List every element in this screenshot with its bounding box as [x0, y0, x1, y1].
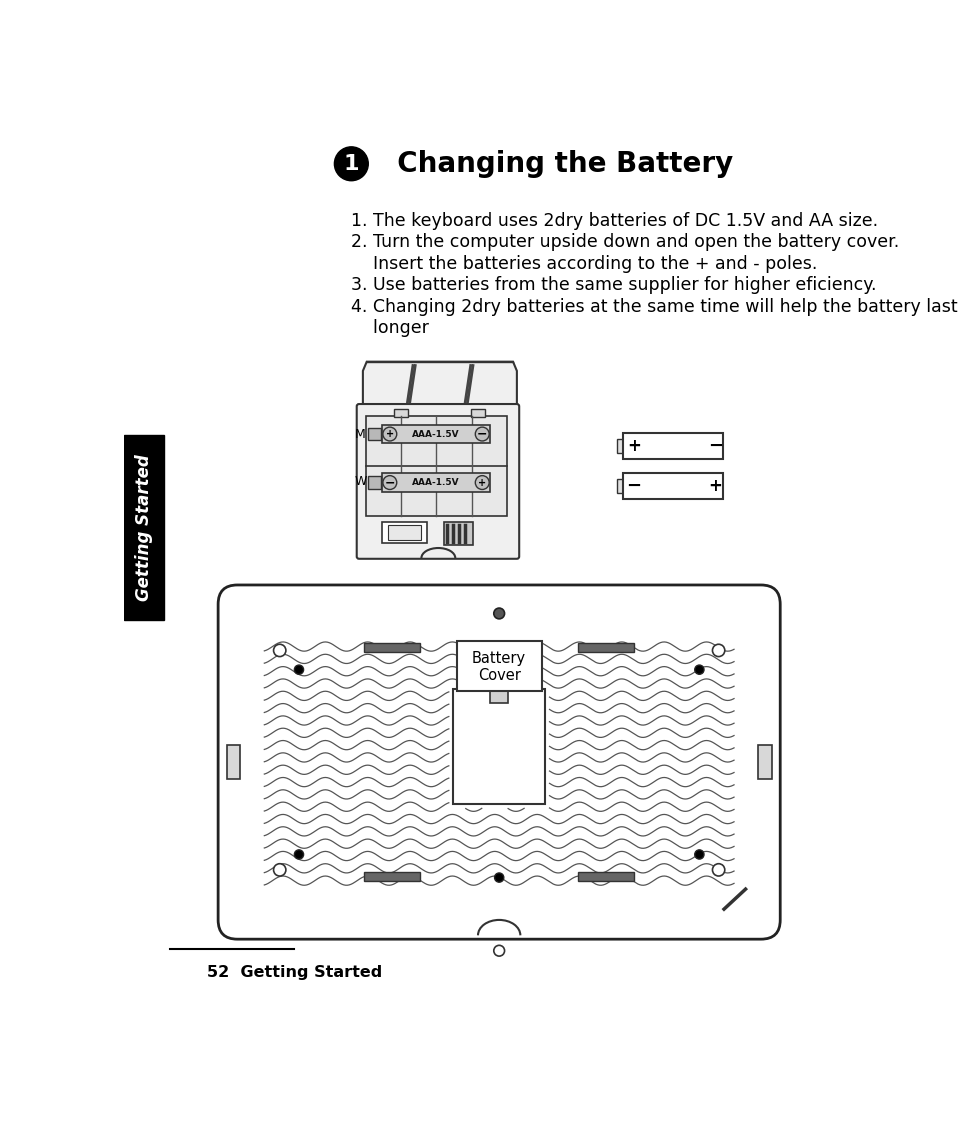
- Text: 1: 1: [344, 154, 359, 174]
- Circle shape: [495, 873, 504, 882]
- Bar: [382, 473, 490, 492]
- Text: −: −: [477, 427, 487, 441]
- Bar: [382, 425, 490, 443]
- Bar: [617, 479, 623, 492]
- Circle shape: [475, 475, 489, 490]
- Bar: [470, 409, 484, 417]
- Circle shape: [334, 147, 368, 180]
- Text: Battery: Battery: [472, 650, 526, 666]
- Bar: [364, 642, 420, 652]
- Bar: [125, 435, 165, 620]
- Text: M: M: [356, 427, 366, 441]
- Text: −: −: [385, 476, 395, 489]
- Bar: [453, 689, 545, 805]
- Bar: [623, 473, 724, 499]
- Text: −: −: [708, 436, 723, 455]
- Bar: [366, 416, 506, 516]
- Text: AAA-1.5V: AAA-1.5V: [412, 429, 460, 438]
- Bar: [389, 525, 421, 540]
- Bar: [579, 872, 634, 881]
- Text: +: +: [627, 436, 641, 455]
- Text: 52  Getting Started: 52 Getting Started: [206, 964, 382, 980]
- Text: +: +: [478, 478, 486, 488]
- Text: +: +: [709, 476, 723, 494]
- Circle shape: [694, 665, 704, 675]
- Text: 4. Changing 2dry batteries at the same time will help the battery last: 4. Changing 2dry batteries at the same t…: [352, 298, 958, 316]
- Text: W: W: [355, 474, 367, 488]
- Circle shape: [383, 475, 396, 490]
- FancyBboxPatch shape: [356, 404, 519, 558]
- Text: AAA-1.5V: AAA-1.5V: [412, 478, 460, 487]
- Text: 1. The keyboard uses 2dry batteries of DC 1.5V and AA size.: 1. The keyboard uses 2dry batteries of D…: [352, 212, 879, 230]
- Text: +: +: [386, 429, 393, 439]
- Text: longer: longer: [352, 319, 430, 337]
- Circle shape: [294, 850, 304, 859]
- Text: 2. Turn the computer upside down and open the battery cover.: 2. Turn the computer upside down and ope…: [352, 233, 900, 251]
- Text: 3. Use batteries from the same supplier for higher eficiency.: 3. Use batteries from the same supplier …: [352, 276, 877, 294]
- Text: Getting Started: Getting Started: [135, 454, 153, 601]
- Circle shape: [274, 645, 286, 657]
- Bar: [227, 745, 241, 779]
- Bar: [393, 409, 407, 417]
- Circle shape: [712, 863, 725, 876]
- Bar: [382, 522, 427, 544]
- Bar: [367, 428, 382, 441]
- Circle shape: [494, 945, 505, 956]
- Text: Insert the batteries according to the + and - poles.: Insert the batteries according to the + …: [352, 254, 818, 272]
- Circle shape: [494, 608, 505, 619]
- Circle shape: [294, 665, 304, 675]
- Circle shape: [694, 850, 704, 859]
- Bar: [758, 745, 771, 779]
- Polygon shape: [363, 362, 517, 408]
- Bar: [617, 438, 623, 453]
- Text: −: −: [626, 476, 642, 494]
- Circle shape: [274, 863, 286, 876]
- Circle shape: [475, 427, 489, 441]
- Bar: [623, 433, 724, 458]
- Text: Changing the Battery: Changing the Battery: [378, 150, 733, 178]
- Bar: [490, 692, 508, 703]
- Bar: [579, 642, 634, 652]
- Bar: [367, 476, 382, 489]
- Bar: [364, 872, 420, 881]
- Circle shape: [383, 427, 396, 441]
- Bar: [457, 641, 542, 692]
- Text: Cover: Cover: [477, 668, 521, 684]
- Bar: [444, 522, 473, 545]
- FancyBboxPatch shape: [218, 585, 780, 939]
- Circle shape: [712, 645, 725, 657]
